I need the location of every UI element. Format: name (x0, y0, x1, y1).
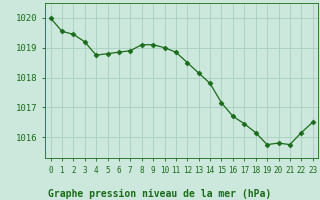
Text: Graphe pression niveau de la mer (hPa): Graphe pression niveau de la mer (hPa) (48, 189, 272, 199)
